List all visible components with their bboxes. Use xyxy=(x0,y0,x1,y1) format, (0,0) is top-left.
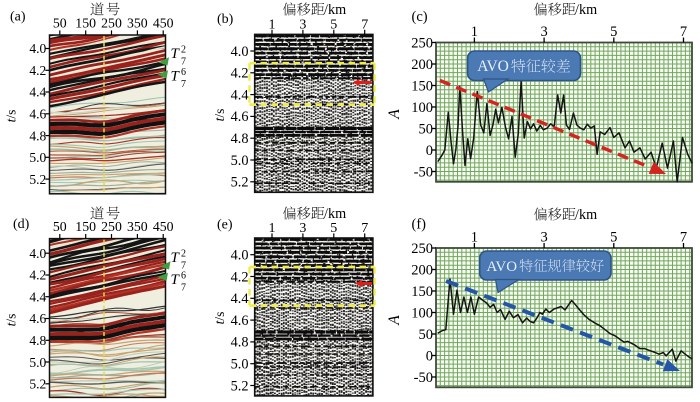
svg-text:A: A xyxy=(386,109,403,120)
svg-text:5: 5 xyxy=(330,17,337,32)
svg-text:7: 7 xyxy=(680,230,687,246)
svg-text:5.2: 5.2 xyxy=(231,378,249,394)
svg-text:1: 1 xyxy=(471,24,478,40)
svg-text:7: 7 xyxy=(181,57,186,68)
svg-text:t/s: t/s xyxy=(4,314,19,327)
svg-text:3: 3 xyxy=(299,17,306,32)
svg-text:-50: -50 xyxy=(414,370,433,386)
svg-text:4.0: 4.0 xyxy=(231,44,249,60)
svg-text:4.4: 4.4 xyxy=(29,289,46,304)
svg-text:100: 100 xyxy=(411,306,433,322)
svg-text:(e): (e) xyxy=(217,218,233,233)
svg-text:t/s: t/s xyxy=(212,109,227,122)
svg-text:5.0: 5.0 xyxy=(231,357,249,373)
svg-text:7: 7 xyxy=(361,17,368,32)
svg-text:4.6: 4.6 xyxy=(29,311,46,326)
svg-text:6: 6 xyxy=(181,271,186,282)
svg-text:2: 2 xyxy=(181,249,186,260)
svg-text:7: 7 xyxy=(181,261,186,272)
svg-text:/km: /km xyxy=(575,2,597,18)
svg-text:5.0: 5.0 xyxy=(29,355,46,370)
svg-text:250: 250 xyxy=(101,219,122,234)
svg-text:4.6: 4.6 xyxy=(231,313,249,329)
svg-text:4.8: 4.8 xyxy=(231,131,249,147)
svg-text:7: 7 xyxy=(181,283,186,294)
svg-text:4.2: 4.2 xyxy=(231,66,249,82)
svg-text:450: 450 xyxy=(153,16,174,31)
svg-text:(a): (a) xyxy=(10,10,26,25)
svg-text:150: 150 xyxy=(75,219,96,234)
svg-text:150: 150 xyxy=(75,16,96,31)
svg-text:250: 250 xyxy=(101,16,122,31)
svg-text:4.6: 4.6 xyxy=(231,109,249,125)
svg-text:50: 50 xyxy=(419,327,434,343)
svg-text:4.2: 4.2 xyxy=(29,268,46,283)
svg-text:7: 7 xyxy=(361,221,368,236)
svg-text:3: 3 xyxy=(540,24,547,40)
svg-text:4.8: 4.8 xyxy=(231,335,249,351)
svg-text:5: 5 xyxy=(330,221,337,236)
svg-text:(d): (d) xyxy=(13,217,30,232)
svg-text:6: 6 xyxy=(181,67,186,78)
svg-text:(b): (b) xyxy=(217,12,234,27)
svg-text:(f): (f) xyxy=(412,217,427,233)
svg-text:4.8: 4.8 xyxy=(29,333,46,348)
svg-text:200: 200 xyxy=(411,57,433,73)
svg-text:4.2: 4.2 xyxy=(29,63,46,78)
svg-text:4.2: 4.2 xyxy=(231,269,249,285)
svg-text:-50: -50 xyxy=(414,165,433,181)
svg-text:4.0: 4.0 xyxy=(29,246,46,261)
svg-text:5: 5 xyxy=(610,230,617,246)
svg-text:4.4: 4.4 xyxy=(231,87,249,103)
svg-text:/km: /km xyxy=(575,207,597,223)
svg-text:4.0: 4.0 xyxy=(29,41,46,56)
svg-text:250: 250 xyxy=(411,36,433,52)
svg-text:T: T xyxy=(171,250,181,266)
svg-text:(c): (c) xyxy=(412,9,428,25)
svg-text:5.2: 5.2 xyxy=(29,377,46,392)
svg-text:150: 150 xyxy=(411,79,433,95)
svg-text:t/s: t/s xyxy=(212,312,227,325)
svg-text:/km: /km xyxy=(324,206,346,222)
svg-text:0: 0 xyxy=(426,143,433,159)
svg-text:t/s: t/s xyxy=(4,110,19,123)
svg-text:50: 50 xyxy=(419,122,434,138)
svg-text:5: 5 xyxy=(610,24,617,40)
svg-text:350: 350 xyxy=(127,16,148,31)
svg-text:T: T xyxy=(171,69,181,85)
svg-text:100: 100 xyxy=(411,100,433,116)
svg-text:4.4: 4.4 xyxy=(29,85,46,100)
svg-text:450: 450 xyxy=(153,219,174,234)
svg-text:7: 7 xyxy=(181,79,186,90)
svg-text:A: A xyxy=(386,315,403,326)
svg-text:4.4: 4.4 xyxy=(231,291,249,307)
svg-text:0: 0 xyxy=(426,349,433,365)
svg-text:1: 1 xyxy=(269,17,276,32)
svg-text:AVO: AVO xyxy=(487,259,518,275)
svg-text:200: 200 xyxy=(411,263,433,279)
svg-text:5.0: 5.0 xyxy=(231,153,249,169)
svg-text:350: 350 xyxy=(127,219,148,234)
svg-text:5.0: 5.0 xyxy=(29,150,46,165)
svg-text:1: 1 xyxy=(269,221,276,236)
svg-text:4.6: 4.6 xyxy=(29,107,46,122)
svg-text:2: 2 xyxy=(181,45,186,56)
svg-text:T: T xyxy=(171,46,181,62)
svg-text:5.2: 5.2 xyxy=(29,172,46,187)
svg-text:3: 3 xyxy=(540,230,547,246)
svg-text:3: 3 xyxy=(299,221,306,236)
svg-text:250: 250 xyxy=(411,241,433,257)
svg-text:T: T xyxy=(171,272,181,288)
svg-text:4.0: 4.0 xyxy=(231,248,249,264)
svg-text:5.2: 5.2 xyxy=(231,175,249,191)
svg-text:150: 150 xyxy=(411,284,433,300)
svg-text:4.8: 4.8 xyxy=(29,128,46,143)
svg-text:7: 7 xyxy=(680,24,687,40)
svg-text:AVO: AVO xyxy=(477,58,509,75)
svg-text:/km: /km xyxy=(324,2,346,18)
svg-text:50: 50 xyxy=(53,219,67,234)
svg-text:1: 1 xyxy=(471,230,478,246)
svg-text:50: 50 xyxy=(53,16,67,31)
